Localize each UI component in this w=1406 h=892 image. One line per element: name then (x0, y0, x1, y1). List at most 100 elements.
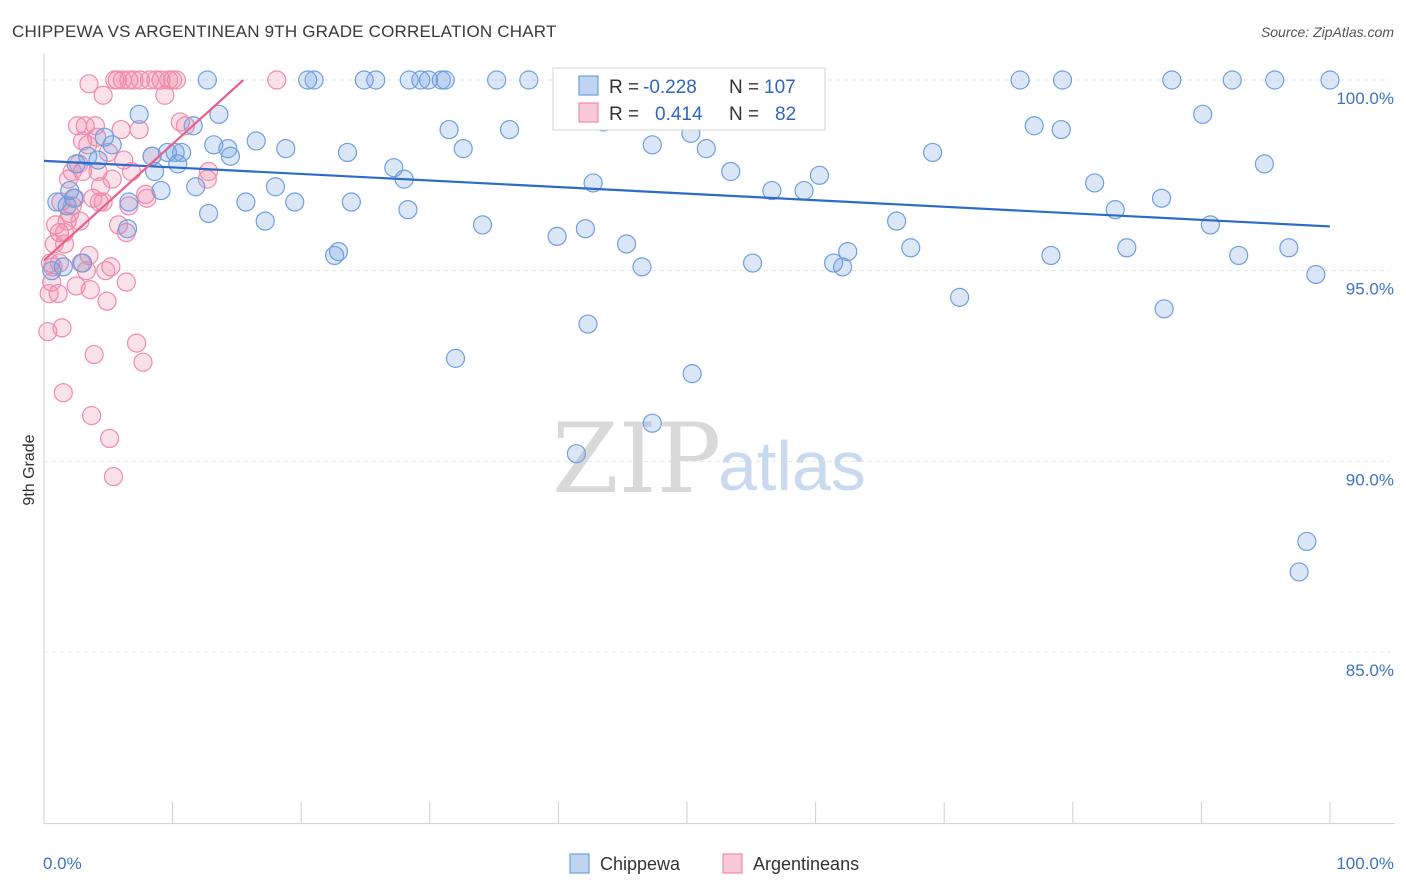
data-point (75, 116, 95, 136)
data-point (78, 146, 98, 166)
data-point (57, 196, 77, 216)
data-point (126, 333, 147, 353)
data-point (246, 131, 266, 151)
data-point (1320, 70, 1340, 90)
series-legend-swatch-argentineans (722, 853, 743, 874)
data-point (923, 142, 943, 163)
data-point (93, 85, 113, 105)
data-point (49, 222, 70, 243)
data-point (218, 139, 238, 159)
data-point (439, 119, 459, 140)
data-point (165, 142, 185, 163)
data-point (265, 177, 286, 197)
data-point (53, 383, 73, 403)
y-tick-label: 95.0% (1346, 280, 1394, 299)
legend-r-value-chippewa: -0.228 (643, 77, 697, 98)
data-point (102, 169, 122, 189)
data-point (472, 215, 493, 235)
data-point (833, 257, 853, 277)
data-point (151, 180, 171, 201)
x-tick-label: 100.0% (1336, 854, 1394, 873)
legend-swatch-argentineans (578, 102, 599, 123)
data-point (325, 245, 345, 266)
data-point (1051, 119, 1071, 140)
chart-title: CHIPPEWA VS ARGENTINEAN 9TH GRADE CORREL… (12, 22, 557, 41)
data-point (72, 131, 93, 151)
data-point (1151, 188, 1172, 208)
data-point (328, 242, 349, 262)
data-point (1085, 173, 1105, 193)
data-point (175, 116, 196, 136)
data-point (1297, 531, 1317, 552)
data-point (583, 173, 603, 193)
data-point (166, 70, 187, 90)
data-point (42, 272, 62, 292)
legend-n-value-argentineans: 82 (775, 104, 796, 125)
data-point (794, 180, 814, 201)
legend-n-label-argentineans: N = (729, 104, 759, 125)
data-point (411, 70, 431, 90)
legend-r-value-argentineans: 0.414 (655, 104, 703, 125)
data-point (1222, 70, 1242, 90)
data-point (139, 70, 160, 90)
series-legend-label-chippewa: Chippewa (600, 854, 681, 874)
data-point (87, 127, 107, 147)
data-point (499, 119, 520, 140)
data-point (107, 70, 127, 90)
data-point (901, 238, 921, 258)
legend-n-label-chippewa: N = (729, 77, 759, 98)
data-point (566, 444, 587, 464)
y-axis-label: 9th Grade (21, 434, 38, 505)
data-point (155, 85, 175, 105)
data-point (547, 226, 567, 246)
data-point (887, 211, 907, 231)
grid-lines (44, 79, 1390, 653)
data-point (762, 180, 782, 201)
watermark: ZIP atlas (552, 403, 866, 515)
data-point (186, 177, 206, 197)
data-point (1024, 116, 1044, 136)
legend-r-label-chippewa: R = (609, 77, 639, 98)
data-point (366, 70, 386, 90)
x-tick-labels: 0.0% 100.0% (43, 854, 1394, 873)
y-tick-label: 90.0% (1346, 470, 1394, 489)
data-point (94, 127, 115, 147)
data-point (341, 192, 361, 212)
watermark-zip: ZIP (552, 403, 721, 515)
data-point (53, 257, 73, 277)
data-point (204, 135, 224, 155)
data-point (276, 139, 296, 159)
data-point (1010, 70, 1030, 90)
data-point (220, 146, 241, 166)
y-tick-labels: 85.0% 90.0% 95.0% 100.0% (1336, 89, 1394, 680)
data-point (96, 261, 116, 281)
data-point (133, 352, 153, 372)
data-point (1265, 70, 1285, 90)
source-label: Source: ZipAtlas.com (1260, 24, 1394, 40)
data-point (119, 192, 139, 212)
series-legend-swatch-chippewa (569, 853, 590, 874)
data-point (809, 165, 830, 185)
data-point (1162, 70, 1182, 90)
x-tick-label: 0.0% (43, 854, 82, 873)
data-point (101, 257, 121, 277)
data-point (38, 322, 58, 342)
data-point (696, 139, 716, 159)
data-point (1229, 245, 1249, 266)
data-point (285, 192, 305, 212)
data-point (79, 245, 99, 266)
data-point (578, 314, 598, 334)
data-point (642, 135, 662, 155)
data-point (1306, 264, 1326, 285)
data-point (337, 142, 358, 163)
data-point (453, 139, 473, 159)
trend-line-argentineans (43, 79, 245, 262)
data-point (129, 104, 149, 124)
watermark-atlas: atlas (718, 427, 866, 505)
data-point (445, 348, 466, 368)
stats-legend: R = -0.228 N = 107 R = 0.414 N = 82 (552, 67, 826, 131)
data-point (80, 280, 100, 300)
data-point (1154, 299, 1174, 319)
data-point (93, 192, 113, 212)
